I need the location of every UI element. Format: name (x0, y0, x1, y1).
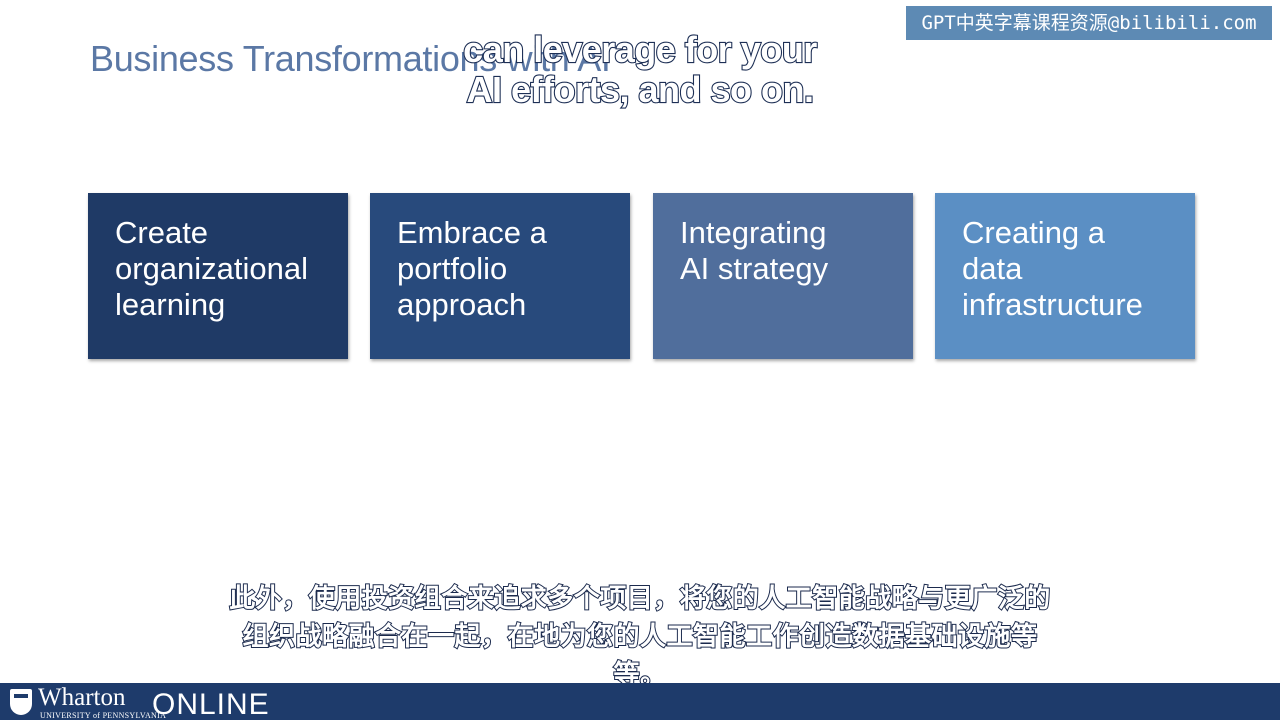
english-subtitle: can leverage for your AI efforts, and so… (330, 28, 950, 110)
card-line: infrastructure (962, 287, 1143, 322)
subtitle-line: can leverage for your (462, 28, 818, 70)
watermark-label: GPT中英字幕课程资源@bilibili.com (906, 6, 1272, 40)
card-ai-strategy: Integrating AI strategy (653, 193, 913, 359)
online-wordmark: ONLINE (152, 688, 270, 721)
chinese-subtitle: 此外，使用投资组合来追求多个项目，将您的人工智能战略与更广泛的 组织战略融合在一… (190, 580, 1090, 694)
subtitle-line: 此外，使用投资组合来追求多个项目，将您的人工智能战略与更广泛的 (228, 583, 1051, 615)
footer-bar: Wharton UNIVERSITY of PENNSYLVANIA ONLIN… (0, 683, 1280, 721)
card-line: Integrating (680, 215, 827, 250)
card-line: AI strategy (680, 251, 829, 286)
card-line: Embrace a (397, 215, 547, 250)
card-line: data (962, 251, 1023, 286)
card-line: Create (115, 215, 209, 250)
card-line: portfolio (397, 251, 508, 286)
card-line: approach (397, 287, 527, 322)
card-line: Creating a (962, 215, 1106, 250)
card-organizational-learning: Create organizational learning (88, 193, 348, 359)
card-portfolio-approach: Embrace a portfolio approach (370, 193, 630, 359)
card-line: organizational (115, 251, 309, 286)
wharton-wordmark: Wharton (38, 684, 126, 711)
slide-title: Business Transformations with AI (90, 38, 611, 79)
card-line: learning (115, 287, 226, 322)
card-data-infrastructure: Creating a data infrastructure (935, 193, 1195, 359)
subtitle-line: 组织战略融合在一起，在地为您的人工智能工作创造数据基础设施等 (241, 621, 1038, 653)
penn-shield-icon (10, 689, 32, 715)
subtitle-line: AI efforts, and so on. (465, 68, 815, 110)
university-wordmark: UNIVERSITY of PENNSYLVANIA (40, 711, 167, 720)
